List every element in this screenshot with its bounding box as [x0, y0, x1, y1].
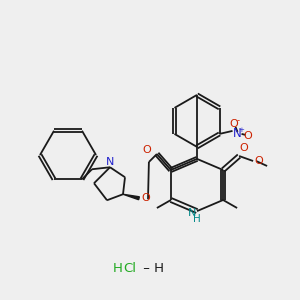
Text: -: -	[237, 116, 240, 125]
Text: – H: – H	[139, 262, 164, 275]
Text: O: O	[240, 143, 248, 153]
Text: H: H	[193, 214, 201, 224]
Text: N: N	[188, 208, 196, 218]
Text: Cl: Cl	[124, 262, 136, 275]
Text: N: N	[233, 128, 242, 140]
Text: O: O	[243, 131, 252, 141]
Text: O: O	[142, 145, 151, 155]
Text: O: O	[255, 156, 263, 166]
Text: O: O	[142, 193, 150, 203]
Text: O: O	[229, 119, 238, 129]
Polygon shape	[123, 194, 140, 200]
Text: +: +	[238, 127, 244, 133]
Text: H: H	[113, 262, 123, 275]
Text: N: N	[106, 157, 114, 167]
